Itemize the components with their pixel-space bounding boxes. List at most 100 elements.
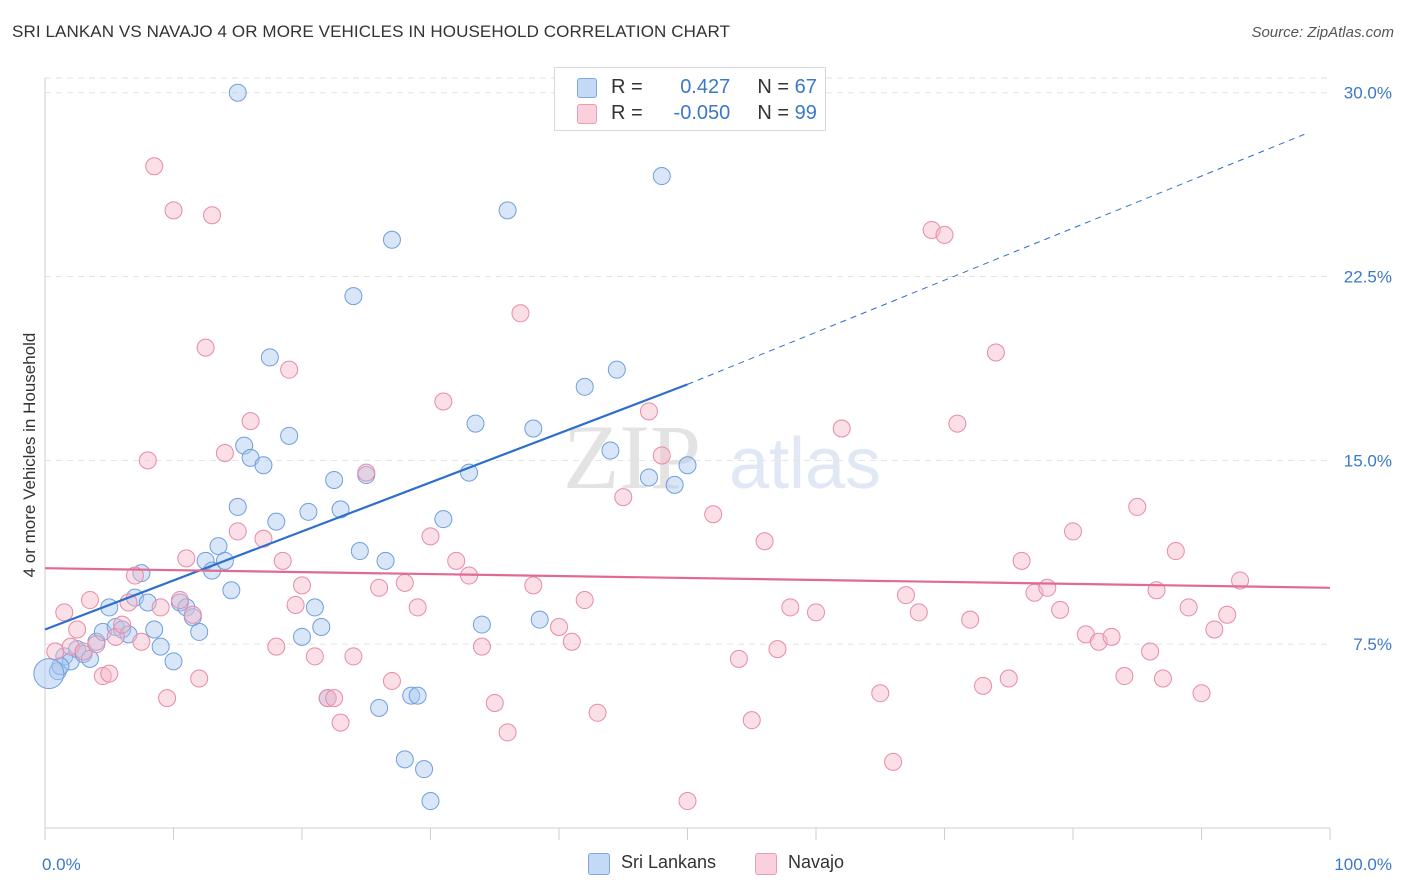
data-point xyxy=(177,549,196,568)
data-point xyxy=(999,669,1018,688)
data-point xyxy=(524,419,543,438)
data-point xyxy=(408,686,427,705)
data-point xyxy=(639,468,658,487)
data-point xyxy=(1064,522,1082,541)
x-tick-label-max: 100.0% xyxy=(1334,855,1392,874)
watermark-atlas: atlas xyxy=(729,424,881,504)
data-point xyxy=(498,201,517,220)
data-point xyxy=(228,522,247,541)
data-point xyxy=(781,598,800,617)
data-point xyxy=(575,591,594,610)
data-point-cluster xyxy=(33,658,65,690)
data-point xyxy=(299,502,318,521)
y-tick-label: 7.5% xyxy=(1353,635,1392,654)
data-point xyxy=(1128,497,1147,516)
data-point xyxy=(729,649,748,668)
series-navajo xyxy=(46,157,1250,811)
data-point xyxy=(511,304,530,323)
tick-labels: 7.5% 15.0% 22.5% 30.0% 0.0% 100.0% 4 or more V… xyxy=(20,84,1392,874)
data-point xyxy=(170,591,189,610)
data-point xyxy=(145,157,164,176)
data-point xyxy=(562,632,581,651)
data-point xyxy=(1231,571,1250,590)
data-point xyxy=(1051,600,1070,619)
legend-swatch-sri-lankans xyxy=(577,78,597,98)
data-point xyxy=(1141,642,1160,661)
data-point xyxy=(807,603,825,622)
data-point xyxy=(1115,667,1134,686)
data-point xyxy=(530,610,549,629)
data-point xyxy=(241,412,260,431)
legend-swatch-navajo xyxy=(577,104,597,124)
data-point xyxy=(421,792,440,811)
chart-title: SRI LANKAN VS NAVAJO 4 OR MORE VEHICLES … xyxy=(12,22,730,41)
data-point xyxy=(961,610,980,629)
data-point xyxy=(196,338,215,357)
data-point xyxy=(607,360,626,379)
data-point xyxy=(421,527,440,546)
data-point xyxy=(87,635,106,654)
data-point xyxy=(132,632,151,651)
data-point xyxy=(1192,684,1211,703)
data-point xyxy=(331,713,350,732)
data-point xyxy=(524,576,543,595)
data-point xyxy=(357,463,376,482)
data-point xyxy=(325,470,344,489)
data-point xyxy=(113,615,132,634)
data-point xyxy=(498,723,517,742)
y-tick-label: 22.5% xyxy=(1344,268,1392,287)
data-point xyxy=(344,287,363,306)
data-point xyxy=(742,711,761,730)
data-point xyxy=(151,598,170,617)
data-point xyxy=(755,532,774,551)
data-point xyxy=(678,456,697,475)
data-point xyxy=(395,750,414,769)
y-tick-label: 15.0% xyxy=(1344,451,1392,470)
source-label: Source: ZipAtlas.com xyxy=(1251,24,1394,41)
data-point xyxy=(370,698,389,717)
data-point xyxy=(228,497,247,516)
data-point xyxy=(415,760,434,779)
correlation-legend: R = 0.427 N = 67 R = -0.050 N = 99 xyxy=(554,67,826,131)
data-point xyxy=(267,512,286,531)
data-point xyxy=(550,618,568,637)
data-point xyxy=(183,605,202,624)
data-point xyxy=(190,669,209,688)
y-axis-title: 4 or more Vehicles in Household xyxy=(20,333,39,578)
bottom-legend-label: Sri Lankans xyxy=(621,852,717,872)
data-point xyxy=(164,652,183,671)
data-point xyxy=(286,595,305,614)
data-point xyxy=(434,510,453,529)
legend-r-value: -0.050 xyxy=(673,102,731,124)
data-point xyxy=(228,83,247,102)
data-point xyxy=(203,206,222,225)
data-point xyxy=(395,573,414,592)
data-point xyxy=(1038,578,1057,597)
data-point xyxy=(948,414,967,433)
data-point xyxy=(1153,669,1172,688)
data-point xyxy=(665,475,684,494)
legend-n-label: N = xyxy=(757,102,790,124)
data-point xyxy=(145,620,164,639)
data-point xyxy=(46,642,65,661)
data-point xyxy=(678,792,697,811)
data-point xyxy=(215,444,234,462)
data-point xyxy=(267,637,286,656)
data-point xyxy=(125,566,144,585)
data-point xyxy=(447,551,466,570)
data-point xyxy=(158,689,177,708)
data-point xyxy=(986,343,1005,362)
data-point xyxy=(472,637,491,656)
x-tick-label-min: 0.0% xyxy=(42,855,81,874)
data-point xyxy=(935,225,954,244)
data-point xyxy=(485,694,504,712)
y-tick-label: 30.0% xyxy=(1344,84,1392,103)
data-point xyxy=(177,598,196,617)
data-point xyxy=(1218,605,1237,624)
legend-r-label: R = xyxy=(611,76,643,98)
trend-line-navajo xyxy=(44,567,1331,589)
data-point xyxy=(164,201,183,220)
data-point xyxy=(305,598,324,617)
bottom-legend-swatch xyxy=(588,853,610,875)
